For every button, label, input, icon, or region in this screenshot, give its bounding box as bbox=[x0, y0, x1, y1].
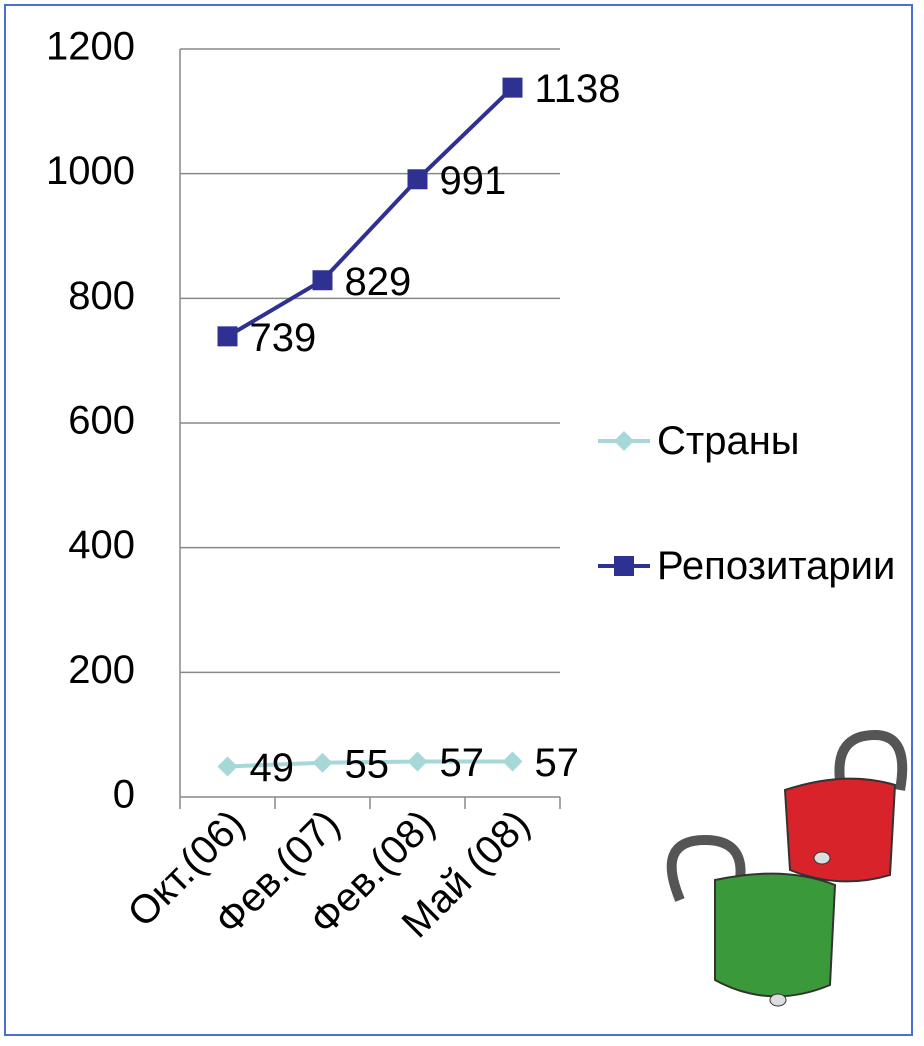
data-label: 49 bbox=[250, 746, 295, 790]
point bbox=[312, 270, 333, 291]
red-padlock bbox=[783, 729, 908, 883]
series-line bbox=[227, 759, 513, 769]
legend-label: Репозитарии bbox=[657, 544, 896, 588]
data-label: 1138 bbox=[535, 67, 621, 111]
point bbox=[502, 751, 523, 772]
y-tick-label: 400 bbox=[68, 523, 135, 567]
data-label: 739 bbox=[250, 316, 317, 360]
y-tick-label: 600 bbox=[68, 399, 135, 443]
point bbox=[217, 326, 238, 347]
data-label: 57 bbox=[440, 741, 485, 785]
point bbox=[407, 751, 428, 772]
legend-label: Страны bbox=[657, 419, 800, 463]
green-padlock bbox=[666, 834, 837, 1007]
data-label: 55 bbox=[345, 742, 390, 786]
point bbox=[407, 169, 428, 190]
point bbox=[502, 77, 523, 98]
series-line bbox=[226, 86, 514, 339]
frame bbox=[4, 4, 913, 1036]
y-tick-label: 200 bbox=[68, 648, 135, 692]
y-tick-label: 0 bbox=[113, 773, 135, 817]
y-tick-label: 800 bbox=[68, 274, 135, 318]
point bbox=[312, 752, 333, 773]
data-label: 991 bbox=[440, 159, 507, 203]
legend-marker bbox=[614, 556, 634, 576]
y-tick-label: 1000 bbox=[46, 149, 135, 193]
legend-marker bbox=[614, 431, 634, 451]
y-tick-label: 1200 bbox=[46, 25, 135, 69]
data-label: 829 bbox=[345, 260, 412, 304]
data-label: 57 bbox=[535, 741, 580, 785]
point bbox=[217, 756, 238, 777]
